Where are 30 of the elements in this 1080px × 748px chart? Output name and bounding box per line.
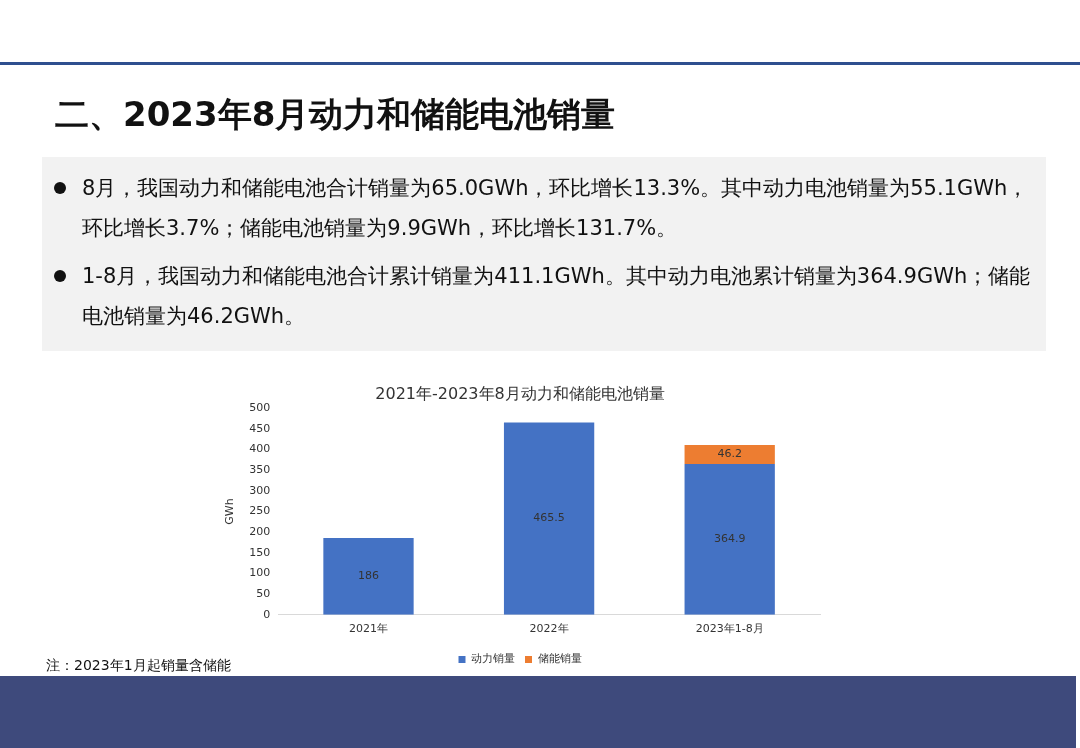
data-label: 46.2 — [717, 447, 742, 461]
data-label: 364.9 — [713, 532, 746, 546]
text: 二、2023年8月动力和储能电池销量 — [55, 93, 616, 136]
legend-label: 储能销量 — [537, 652, 582, 666]
text: 1-8月，我国动力和储能电池合计累计销量为411.1GWh。其中动力电池累计销量为364.9GWh；储能电池销量为46.2GWh。 — [82, 263, 1032, 330]
y-tick-label: 450 — [249, 421, 271, 435]
x-tick-label: 2022年 — [529, 622, 569, 636]
data-label: 465.5 — [533, 511, 565, 525]
data-label: 186 — [358, 569, 379, 583]
text: 8月，我国动力和储能电池合计销量为65.0GWh，环比增长13.3%。其中动力电池销量为55.1GWh，环比增长3.7%；储能电池销量为9.9GWh，环比增长131.7%。 — [82, 175, 1030, 242]
text: 注：2023年1月起销量含储能 — [46, 657, 231, 675]
y-tick-label: 350 — [249, 463, 271, 477]
y-tick-label: 200 — [249, 525, 271, 539]
y-tick-label: 100 — [249, 566, 271, 580]
chart-title: 2021年-2023年8月动力和储能电池销量 — [375, 383, 665, 403]
x-tick-label: 2023年1-8月 — [695, 622, 764, 636]
y-tick-label: 150 — [249, 545, 271, 559]
y-axis-title: GWh — [223, 498, 237, 525]
bar — [503, 422, 595, 615]
legend-label: 动力销量 — [471, 652, 515, 666]
y-tick-label: 500 — [249, 401, 271, 415]
y-tick-label: 250 — [249, 504, 271, 518]
bar — [684, 444, 775, 465]
y-tick-label: 50 — [256, 587, 271, 600]
bar — [323, 537, 414, 615]
y-tick-label: 300 — [249, 483, 271, 497]
y-tick-label: 400 — [249, 442, 271, 456]
y-tick-label: 0 — [263, 607, 271, 621]
x-tick-label: 2021年 — [349, 622, 388, 636]
bar — [684, 464, 775, 615]
